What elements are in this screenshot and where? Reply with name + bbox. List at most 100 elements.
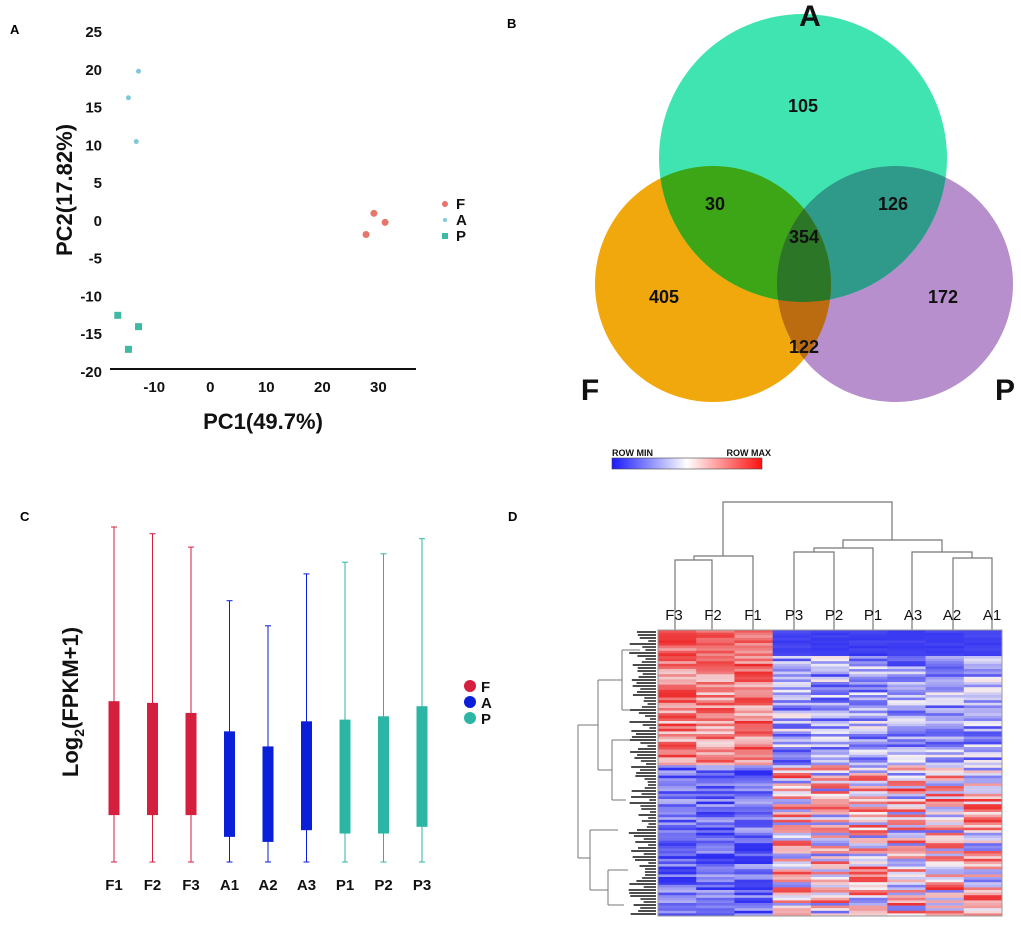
heatmap-cell <box>887 754 926 758</box>
heatmap-cell <box>810 773 850 776</box>
boxplot-boxes <box>108 526 428 863</box>
heatmap-cell <box>772 640 812 644</box>
heatmap-cell <box>696 778 735 782</box>
venn-count-a-f-p: 354 <box>789 227 819 247</box>
heatmap-cell <box>925 843 965 847</box>
heatmap-cell <box>696 682 735 685</box>
heatmap-cell <box>925 663 965 667</box>
heatmap-cell <box>696 710 735 714</box>
heatmap-cell <box>963 684 1003 688</box>
heatmap-cell <box>887 827 926 831</box>
box-body-p1 <box>339 719 351 834</box>
heatmap-cell <box>849 661 888 665</box>
heatmap-cell <box>887 676 926 680</box>
heatmap-cell <box>658 845 697 849</box>
heatmap-cell <box>696 726 735 730</box>
heatmap-cell <box>887 666 926 670</box>
heatmap-cell <box>772 809 812 813</box>
heatmap-cell <box>849 684 888 688</box>
heatmap-cell <box>772 757 812 761</box>
heatmap-cell <box>810 682 850 685</box>
heatmap-cell <box>696 845 735 849</box>
heatmap-cell <box>963 840 1003 844</box>
heatmap-cell <box>734 905 773 909</box>
heatmap-cell <box>810 822 850 826</box>
heatmap-cell <box>849 765 888 769</box>
heatmap-cell <box>963 903 1003 906</box>
heatmap-cell <box>925 770 965 774</box>
heatmap-cell <box>963 848 1003 852</box>
heatmap-cell <box>887 749 926 753</box>
heatmap-cell <box>925 736 965 740</box>
heatmap-cell <box>696 754 735 758</box>
heatmap-cell <box>963 897 1003 901</box>
heatmap-cell <box>696 762 735 766</box>
heatmap-cell <box>925 715 965 719</box>
pca-legend-marker-f <box>442 201 448 207</box>
heatmap-cell <box>963 687 1003 691</box>
heatmap-cell <box>696 786 735 789</box>
heatmap-cell <box>810 838 850 841</box>
heatmap-cell <box>887 682 926 685</box>
heatmap-cell <box>963 801 1003 805</box>
heatmap-cell <box>925 799 965 802</box>
heatmap-cell <box>696 830 735 834</box>
heatmap-cell <box>696 884 735 888</box>
heatmap-cell <box>772 744 812 748</box>
heatmap-cell <box>772 812 812 815</box>
heatmap-cell <box>887 731 926 735</box>
pca-y-label: PC2(17.82%) <box>52 124 77 256</box>
boxplot-panel: C Log2(FPKM+1) F1 F2 F3 A1 A2 A3 P1 P2 P3 FAP <box>20 509 492 894</box>
heatmap-cell <box>810 715 850 719</box>
heatmap-cell <box>925 630 965 633</box>
heatmap-cell <box>849 648 888 652</box>
heatmap-cell <box>696 895 735 899</box>
venn-count-a-p: 126 <box>878 194 908 214</box>
pca-y-ticks: 25 20 15 10 5 0 -5 -10 -15 -20 <box>80 24 102 381</box>
heatmap-cell <box>849 908 888 912</box>
heatmap-cell <box>772 910 812 914</box>
heatmap-cell <box>963 887 1003 891</box>
heatmap-cell <box>887 635 926 639</box>
heatmap-cell <box>925 661 965 665</box>
heatmap-cell <box>887 744 926 748</box>
heatmap-cell <box>963 715 1003 719</box>
heatmap-cell <box>963 851 1003 854</box>
heatmap-cell <box>810 819 850 823</box>
heatmap-cell <box>925 851 965 854</box>
heatmap-cell <box>810 656 850 659</box>
heatmap-cell <box>810 793 850 797</box>
box-legend-label-p: P <box>481 711 491 728</box>
heatmap-cell <box>963 775 1003 779</box>
heatmap-cell <box>810 663 850 667</box>
heatmap-cell <box>925 760 965 763</box>
heatmap-cell <box>810 770 850 774</box>
color-scale-max-label: ROW MAX <box>727 448 772 458</box>
heatmap-cell <box>963 791 1003 795</box>
heatmap-cell <box>810 877 850 880</box>
heatmap-cell <box>925 718 965 722</box>
heatmap-cell <box>849 832 888 836</box>
heatmap-cell <box>887 643 926 646</box>
heatmap-cell <box>887 656 926 659</box>
heatmap-cell <box>887 671 926 675</box>
heatmap-cell <box>772 674 812 678</box>
heatmap-cell <box>696 741 735 745</box>
heatmap-cell <box>658 892 697 896</box>
heatmap-cell <box>963 674 1003 678</box>
heatmap-col-label: F1 <box>744 607 762 624</box>
heatmap-cell <box>887 869 926 873</box>
heatmap-cell <box>696 765 735 769</box>
heatmap-cell <box>772 697 812 701</box>
heatmap-cell <box>849 801 888 805</box>
heatmap-cell <box>658 767 697 771</box>
heatmap-cell <box>849 757 888 761</box>
heatmap-cell <box>887 903 926 906</box>
heatmap-cell <box>810 827 850 831</box>
heatmap-cell <box>734 903 773 906</box>
heatmap-cell <box>734 791 773 795</box>
heatmap-cell <box>772 861 812 865</box>
heatmap-cell <box>810 702 850 706</box>
heatmap-cell <box>887 783 926 787</box>
heatmap-cell <box>772 853 812 857</box>
